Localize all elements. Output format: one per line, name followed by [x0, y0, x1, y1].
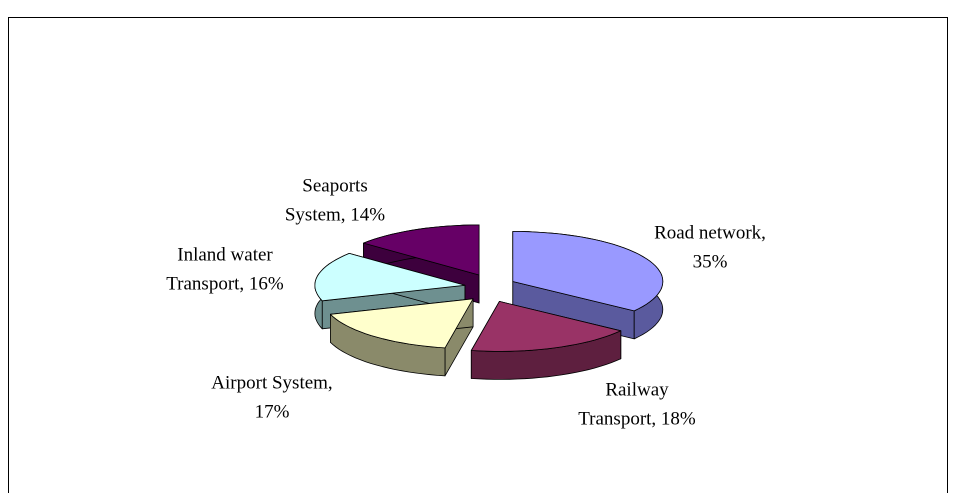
slice-top	[314, 253, 466, 302]
data-label: Inland water	[177, 244, 273, 265]
data-label: 17%	[255, 401, 290, 422]
data-label: Road network,	[654, 222, 766, 243]
data-label: System, 14%	[285, 204, 385, 225]
data-label: Transport, 16%	[166, 273, 284, 294]
data-label: Seaports	[302, 175, 367, 196]
chart-border	[8, 17, 948, 493]
data-label: Airport System,	[211, 372, 332, 393]
slice-top	[512, 231, 664, 312]
data-label: 35%	[693, 251, 728, 272]
slice-top	[363, 224, 480, 276]
data-label: Railway	[605, 379, 669, 400]
slice-top	[470, 301, 622, 352]
data-label: Transport, 18%	[578, 408, 696, 429]
pie-slice	[470, 301, 622, 380]
pie-slice	[330, 298, 474, 377]
slice-top	[330, 298, 474, 349]
pie-slice	[512, 231, 664, 340]
